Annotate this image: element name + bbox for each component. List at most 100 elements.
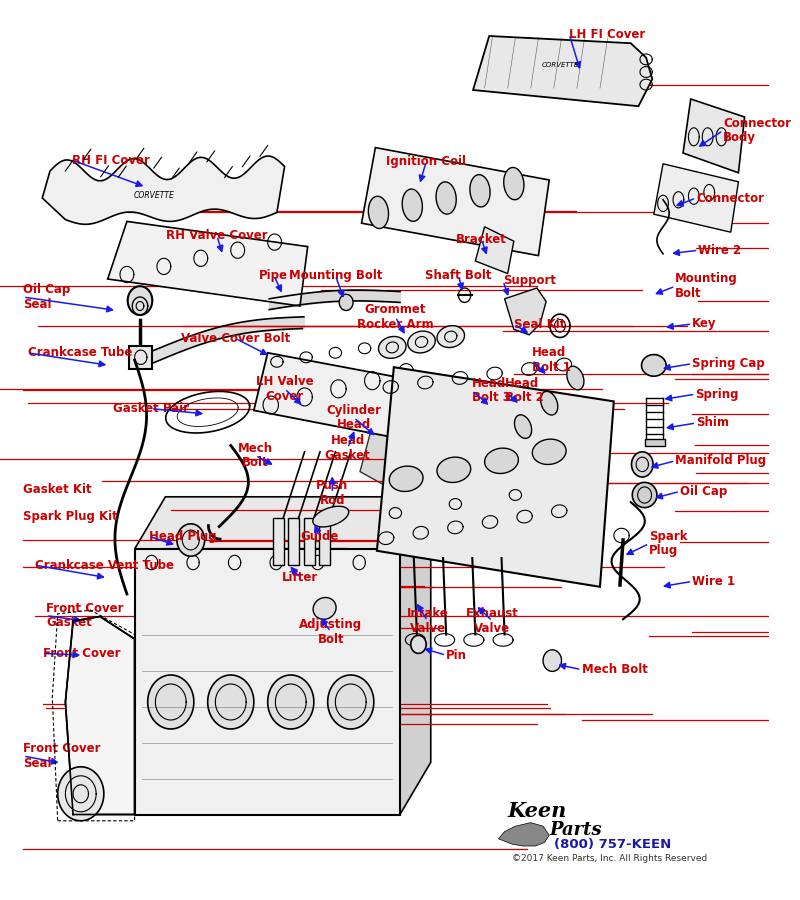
- Polygon shape: [541, 392, 558, 415]
- Text: Oil Cap
Seal: Oil Cap Seal: [23, 284, 70, 310]
- Text: Head
Bolt 3: Head Bolt 3: [472, 377, 511, 404]
- Polygon shape: [498, 823, 550, 846]
- Polygon shape: [42, 156, 285, 224]
- Text: Bracket: Bracket: [456, 233, 507, 246]
- Polygon shape: [58, 767, 104, 821]
- Polygon shape: [514, 415, 532, 438]
- Text: Keen: Keen: [508, 801, 567, 821]
- Text: Support: Support: [503, 274, 556, 287]
- Polygon shape: [683, 99, 745, 173]
- Text: Front Cover: Front Cover: [43, 647, 121, 660]
- Text: Grommet
Rocker Arm: Grommet Rocker Arm: [357, 303, 434, 330]
- Text: Spring: Spring: [695, 388, 739, 400]
- Polygon shape: [543, 650, 562, 671]
- Text: Wire 1: Wire 1: [692, 575, 735, 588]
- Text: Adjusting
Bolt: Adjusting Bolt: [299, 618, 362, 645]
- Text: CORVETTE: CORVETTE: [134, 191, 174, 200]
- Polygon shape: [339, 294, 353, 310]
- Polygon shape: [362, 148, 550, 256]
- Text: Ignition Coil: Ignition Coil: [386, 156, 466, 168]
- Text: Mounting Bolt: Mounting Bolt: [289, 269, 382, 282]
- Text: Push
Rod: Push Rod: [316, 480, 349, 507]
- Text: Connector
Body: Connector Body: [723, 117, 791, 144]
- Polygon shape: [108, 221, 308, 306]
- Text: Shim: Shim: [696, 417, 729, 429]
- Text: Manifold Plug: Manifold Plug: [675, 454, 766, 467]
- Polygon shape: [532, 439, 566, 464]
- Polygon shape: [566, 366, 584, 390]
- Text: Front Cover
Gasket: Front Cover Gasket: [46, 602, 124, 629]
- Text: Head Plug: Head Plug: [150, 530, 217, 543]
- Polygon shape: [148, 675, 194, 729]
- Polygon shape: [436, 182, 456, 214]
- Text: Head
Gasket: Head Gasket: [325, 435, 370, 462]
- Polygon shape: [128, 286, 152, 315]
- Bar: [273, 518, 284, 565]
- Text: Head
Bolt 2: Head Bolt 2: [505, 377, 543, 404]
- Bar: [289, 518, 299, 565]
- Text: Spring Cap: Spring Cap: [692, 357, 765, 370]
- Text: Gasket Kit: Gasket Kit: [23, 483, 92, 496]
- Text: Valve Cover Bolt: Valve Cover Bolt: [181, 332, 290, 345]
- Polygon shape: [631, 452, 653, 477]
- Polygon shape: [505, 288, 546, 335]
- Polygon shape: [437, 326, 465, 347]
- Text: Spark
Plug: Spark Plug: [650, 530, 688, 557]
- Text: CORVETTE: CORVETTE: [542, 62, 578, 68]
- Bar: [645, 439, 665, 446]
- Polygon shape: [134, 549, 400, 814]
- Polygon shape: [504, 167, 524, 200]
- Text: Mech Bolt: Mech Bolt: [582, 663, 647, 676]
- Polygon shape: [485, 448, 518, 473]
- Text: Pin: Pin: [446, 649, 467, 662]
- Polygon shape: [134, 497, 430, 549]
- Polygon shape: [377, 367, 614, 587]
- Polygon shape: [410, 635, 426, 653]
- Text: Crankcase Tube: Crankcase Tube: [28, 346, 132, 359]
- Text: Cylinder
Head: Cylinder Head: [326, 404, 382, 431]
- Polygon shape: [208, 675, 254, 729]
- Polygon shape: [313, 598, 336, 619]
- Polygon shape: [632, 482, 657, 508]
- Bar: [319, 518, 330, 565]
- Text: Guide: Guide: [300, 530, 338, 543]
- Polygon shape: [400, 497, 430, 814]
- Text: Oil Cap: Oil Cap: [680, 485, 727, 498]
- Text: Wire 2: Wire 2: [698, 244, 742, 256]
- Polygon shape: [368, 196, 389, 229]
- Text: RH Valve Cover: RH Valve Cover: [166, 230, 268, 242]
- Polygon shape: [475, 227, 514, 274]
- Text: Mech
Bolt: Mech Bolt: [238, 442, 273, 469]
- Polygon shape: [328, 675, 374, 729]
- Polygon shape: [408, 331, 435, 353]
- Text: Head
Bolt 1: Head Bolt 1: [532, 346, 571, 374]
- Bar: [304, 518, 314, 565]
- Text: Connector: Connector: [696, 192, 764, 204]
- Text: Lifter: Lifter: [282, 572, 318, 584]
- Text: Shaft Bolt: Shaft Bolt: [425, 269, 492, 282]
- Polygon shape: [254, 353, 440, 445]
- Polygon shape: [177, 524, 205, 556]
- Text: Gasket Pair: Gasket Pair: [113, 402, 189, 415]
- Polygon shape: [390, 466, 423, 491]
- Polygon shape: [654, 164, 738, 232]
- Polygon shape: [313, 507, 349, 526]
- Text: Spark Plug Kit: Spark Plug Kit: [23, 510, 118, 523]
- Polygon shape: [470, 175, 490, 207]
- Polygon shape: [437, 457, 470, 482]
- Text: LH Valve
Cover: LH Valve Cover: [256, 375, 314, 402]
- Text: ©2017 Keen Parts, Inc. All Rights Reserved: ©2017 Keen Parts, Inc. All Rights Reserv…: [511, 854, 706, 863]
- Polygon shape: [642, 355, 666, 376]
- Polygon shape: [378, 337, 406, 358]
- Bar: [130, 346, 152, 369]
- Polygon shape: [268, 675, 314, 729]
- Text: LH FI Cover: LH FI Cover: [570, 28, 646, 40]
- Text: Mounting
Bolt: Mounting Bolt: [675, 273, 738, 300]
- Text: Exhaust
Valve: Exhaust Valve: [466, 608, 518, 634]
- Text: Crankcase Vent Tube: Crankcase Vent Tube: [35, 559, 174, 572]
- Polygon shape: [360, 414, 406, 490]
- Polygon shape: [473, 36, 652, 106]
- Text: Parts: Parts: [550, 821, 602, 839]
- Polygon shape: [66, 616, 134, 814]
- Text: Intake
Valve: Intake Valve: [407, 608, 449, 634]
